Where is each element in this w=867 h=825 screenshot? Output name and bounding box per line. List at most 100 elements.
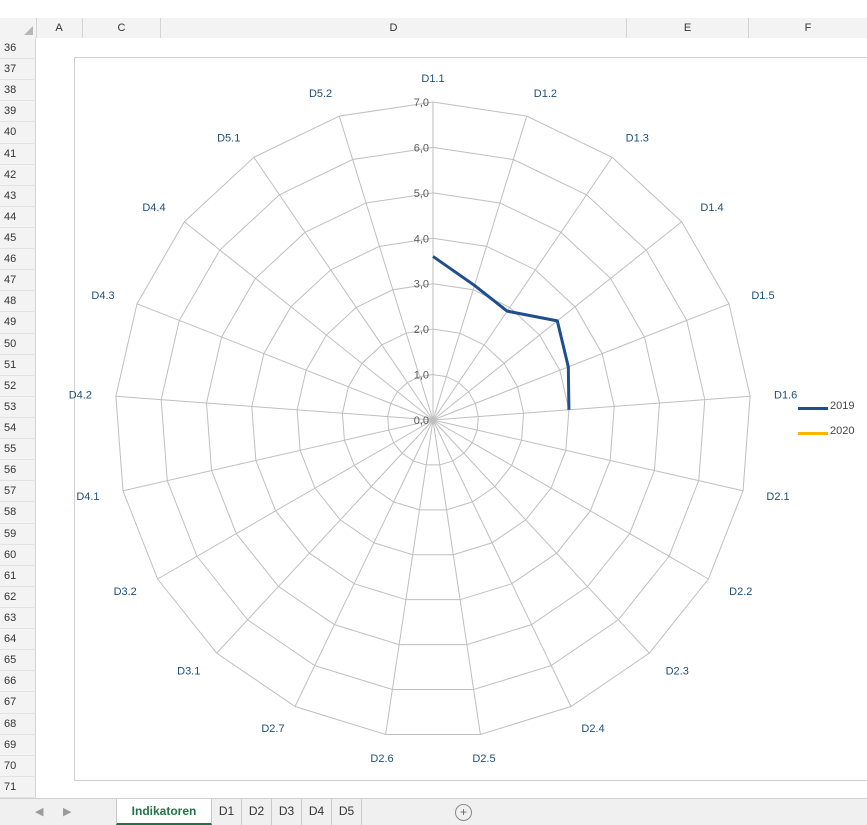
row-header-44[interactable]: 44 <box>0 207 36 228</box>
category-label: D2.4 <box>581 723 604 735</box>
chevron-right-icon[interactable]: ▶ <box>63 806 72 818</box>
row-header-56[interactable]: 56 <box>0 460 36 482</box>
radial-tick-label: 0,0 <box>414 415 429 427</box>
category-label: D2.5 <box>472 753 495 765</box>
grid-ring-4 <box>251 237 615 601</box>
grid-spoke-d4-4 <box>184 221 434 421</box>
column-header-f[interactable]: F <box>804 22 812 34</box>
category-label: D1.3 <box>626 132 649 144</box>
row-header-50[interactable]: 50 <box>0 334 36 355</box>
radial-tick-label: 5,0 <box>414 188 429 200</box>
row-header-bar: 36 37 38 39 40 41 42 43 44 45 46 47 48 49 50 51 52 53 54 55… <box>0 38 36 798</box>
grid-spoke-d1-5 <box>432 303 730 421</box>
category-label: D3.1 <box>177 666 200 678</box>
category-label: D2.1 <box>766 491 789 503</box>
row-header-42[interactable]: 42 <box>0 165 36 186</box>
radial-tick-label: 2,0 <box>414 324 429 336</box>
radial-tick-label: 7,0 <box>414 97 429 109</box>
row-header-38[interactable]: 38 <box>0 80 36 102</box>
category-label: D4.1 <box>76 491 99 503</box>
chart-area[interactable] <box>74 57 867 781</box>
grid-spoke-d4-1 <box>122 419 434 492</box>
chevron-left-icon[interactable]: ◀ <box>35 806 44 818</box>
grid-spoke-d1-2 <box>432 115 528 421</box>
row-header-68[interactable]: 68 <box>0 714 36 735</box>
category-label: D4.2 <box>69 389 92 401</box>
column-header-d[interactable]: D <box>161 18 627 38</box>
row-header-57[interactable]: 57 <box>0 481 36 503</box>
grid-ring-5 <box>205 192 661 646</box>
tab-d4[interactable]: D4 <box>302 799 332 825</box>
row-header-54[interactable]: 54 <box>0 418 36 440</box>
grid-ring-6 <box>160 146 706 691</box>
grid-ring-1 <box>387 374 479 466</box>
category-label: D4.4 <box>142 202 165 214</box>
row-header-45[interactable]: 45 <box>0 228 36 250</box>
radial-tick-label: 6,0 <box>414 142 429 154</box>
row-header-65[interactable]: 65 <box>0 650 36 672</box>
category-label: D2.6 <box>370 753 393 765</box>
row-header-66[interactable]: 66 <box>0 671 36 693</box>
category-label: D1.2 <box>534 88 557 100</box>
row-header-71[interactable]: 71 <box>0 777 36 798</box>
legend-label-2019: 2019 <box>830 400 855 412</box>
row-header-55[interactable]: 55 <box>0 439 36 461</box>
row-header-63[interactable]: 63 <box>0 608 36 630</box>
row-header-64[interactable]: 64 <box>0 629 36 651</box>
row-header-59[interactable]: 59 <box>0 524 36 545</box>
select-all-corner[interactable] <box>0 18 37 38</box>
category-label: D3.2 <box>114 586 137 598</box>
category-label: D2.7 <box>261 723 284 735</box>
column-header-a[interactable]: A <box>36 18 83 38</box>
row-header-67[interactable]: 67 <box>0 692 36 714</box>
grid-ring-7 <box>115 101 751 735</box>
row-header-60[interactable]: 60 <box>0 545 36 566</box>
row-header-69[interactable]: 69 <box>0 735 36 756</box>
row-header-43[interactable]: 43 <box>0 186 36 207</box>
category-label: D2.3 <box>666 666 689 678</box>
tab-d3[interactable]: D3 <box>272 799 302 825</box>
category-label: D1.1 <box>421 73 444 85</box>
row-header-61[interactable]: 61 <box>0 566 36 587</box>
grid-spoke-d2-5 <box>432 419 481 735</box>
row-header-62[interactable]: 62 <box>0 587 36 608</box>
grid-spoke-d2-3 <box>432 419 650 654</box>
row-header-52[interactable]: 52 <box>0 376 36 397</box>
row-header-47[interactable]: 47 <box>0 270 36 292</box>
plus-circle-icon[interactable]: + <box>455 804 472 821</box>
row-header-49[interactable]: 49 <box>0 312 36 334</box>
legend-swatch-2020 <box>798 432 828 435</box>
grid-spoke-d1-3 <box>432 156 613 421</box>
grid-spoke-d2-6 <box>385 419 434 735</box>
row-header-70[interactable]: 70 <box>0 756 36 777</box>
row-header-39[interactable]: 39 <box>0 101 36 123</box>
column-header-c[interactable]: C <box>83 18 161 38</box>
row-header-53[interactable]: 53 <box>0 397 36 418</box>
tab-d1[interactable]: D1 <box>212 799 242 825</box>
radial-tick-label: 1,0 <box>414 370 429 382</box>
grid-spoke-d4-3 <box>136 303 434 421</box>
category-label: D1.5 <box>751 290 774 302</box>
tab-indikatoren[interactable]: Indikatoren <box>116 799 212 825</box>
row-header-41[interactable]: 41 <box>0 144 36 165</box>
tab-d5[interactable]: D5 <box>332 799 362 825</box>
row-header-36[interactable]: 36 <box>0 38 36 60</box>
row-header-48[interactable]: 48 <box>0 291 36 313</box>
tab-d2[interactable]: D2 <box>242 799 272 825</box>
grid-spoke-d3-2 <box>157 419 434 580</box>
legend-swatch-2019 <box>798 407 828 410</box>
row-header-46[interactable]: 46 <box>0 249 36 271</box>
row-header-58[interactable]: 58 <box>0 502 36 524</box>
grid-spoke-d1-6 <box>432 395 751 421</box>
grid-spoke-d2-4 <box>432 419 572 707</box>
row-header-37[interactable]: 37 <box>0 59 36 81</box>
grid-spoke-d3-1 <box>216 419 434 654</box>
row-header-40[interactable]: 40 <box>0 122 36 144</box>
column-header-e[interactable]: E <box>627 18 749 38</box>
grid-spoke-d2-1 <box>432 419 744 492</box>
category-label: D5.1 <box>217 132 240 144</box>
category-label: D1.6 <box>774 389 797 401</box>
category-label: D4.3 <box>91 290 114 302</box>
row-header-51[interactable]: 51 <box>0 355 36 376</box>
